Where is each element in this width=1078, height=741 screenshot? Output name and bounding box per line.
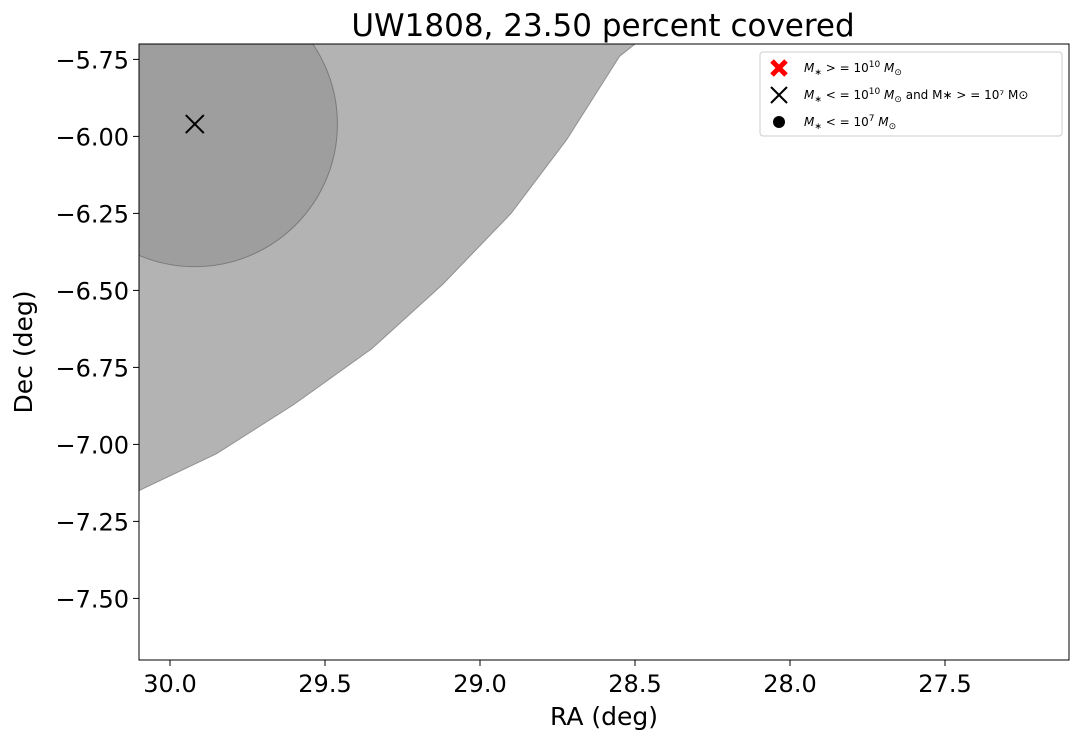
- x-tick-label: 27.5: [918, 670, 971, 698]
- coverage-circle: [139, 44, 338, 268]
- x-tick-label: 29.0: [453, 670, 506, 698]
- legend-label: M∗ < = 107 M⊙: [804, 114, 896, 132]
- plot-area: [139, 44, 636, 492]
- data-points: [185, 114, 205, 134]
- y-tick-label: −6.25: [55, 200, 129, 228]
- y-tick-label: −6.75: [55, 354, 129, 382]
- y-tick-label: −7.25: [55, 508, 129, 536]
- y-tick-label: −6.50: [55, 277, 129, 305]
- y-axis-label: Dec (deg): [9, 291, 38, 414]
- legend-item: M∗ > = 1010 M⊙: [770, 59, 902, 78]
- legend: M∗ > = 1010 M⊙ M∗ < = 1010 M⊙ and M∗ > = …: [759, 51, 1063, 137]
- chart-title: UW1808, 23.50 percent covered: [351, 8, 854, 44]
- y-tick-label: −7.00: [55, 431, 129, 459]
- legend-marker-black-x: [770, 86, 788, 104]
- legend-label: M∗ < = 1010 M⊙ and M∗ > = 10⁷ M⊙: [804, 87, 1028, 105]
- legend-marker-dot: [773, 116, 785, 128]
- x-tick-label: 30.0: [143, 670, 196, 698]
- legend-item: M∗ < = 1010 M⊙ and M∗ > = 10⁷ M⊙: [770, 86, 1028, 105]
- y-axis: −5.75 −6.00 −6.25 −6.50 −6.75 −7.00 −7.25 −7.50: [55, 46, 139, 613]
- data-point-0: [185, 114, 205, 134]
- y-tick-label: −5.75: [55, 46, 129, 74]
- x-axis: 30.0 29.5 29.0 28.5 28.0 27.5: [143, 660, 972, 698]
- legend-item: M∗ < = 107 M⊙: [773, 114, 896, 132]
- x-tick-label: 28.5: [608, 670, 661, 698]
- x-tick-label: 29.5: [298, 670, 351, 698]
- x-tick-label: 28.0: [763, 670, 816, 698]
- legend-box: [759, 51, 1063, 137]
- legend-label: M∗ > = 1010 M⊙: [804, 60, 902, 78]
- plot-frame: [138, 43, 1070, 661]
- legend-marker-red-x: [770, 59, 788, 77]
- y-tick-label: −7.50: [55, 585, 129, 613]
- y-tick-label: −6.00: [55, 123, 129, 151]
- x-axis-label: RA (deg): [550, 702, 658, 731]
